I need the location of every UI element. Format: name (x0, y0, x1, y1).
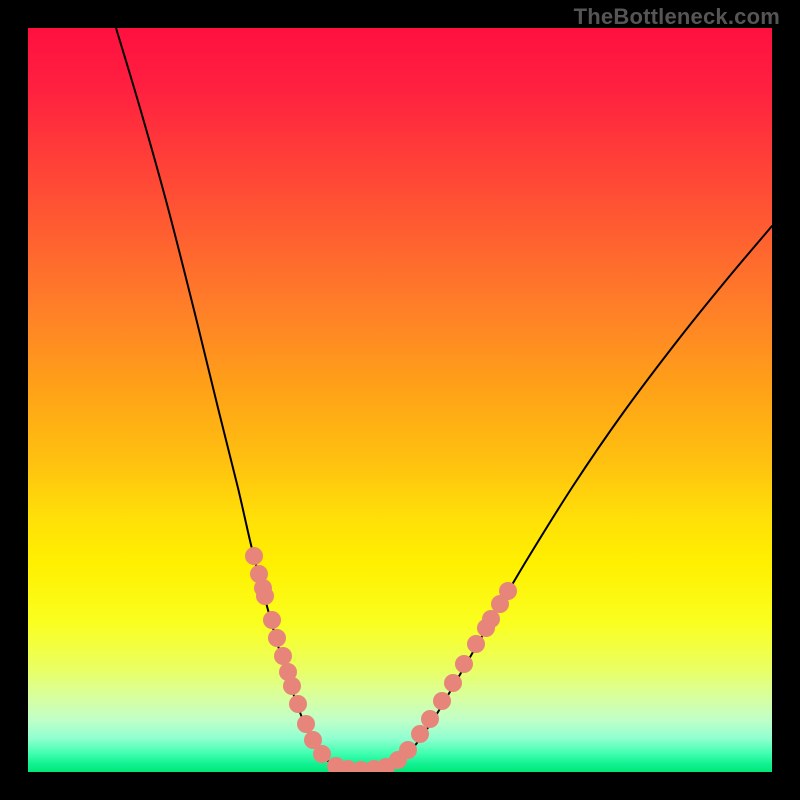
data-bead (313, 745, 331, 763)
plot-area (28, 28, 772, 772)
data-bead (421, 710, 439, 728)
chart-svg (28, 28, 772, 772)
data-bead (467, 635, 485, 653)
data-bead (263, 611, 281, 629)
data-bead (268, 629, 286, 647)
data-bead (289, 695, 307, 713)
data-bead (274, 647, 292, 665)
gradient-background (28, 28, 772, 772)
data-bead (444, 674, 462, 692)
data-bead (411, 725, 429, 743)
data-bead (256, 587, 274, 605)
data-bead (455, 655, 473, 673)
data-bead (499, 582, 517, 600)
data-bead (283, 677, 301, 695)
outer-black-frame: TheBottleneck.com (0, 0, 800, 800)
data-bead (297, 715, 315, 733)
data-bead (245, 547, 263, 565)
data-bead (433, 692, 451, 710)
data-bead (399, 741, 417, 759)
watermark-text: TheBottleneck.com (574, 4, 780, 30)
data-bead (482, 610, 500, 628)
